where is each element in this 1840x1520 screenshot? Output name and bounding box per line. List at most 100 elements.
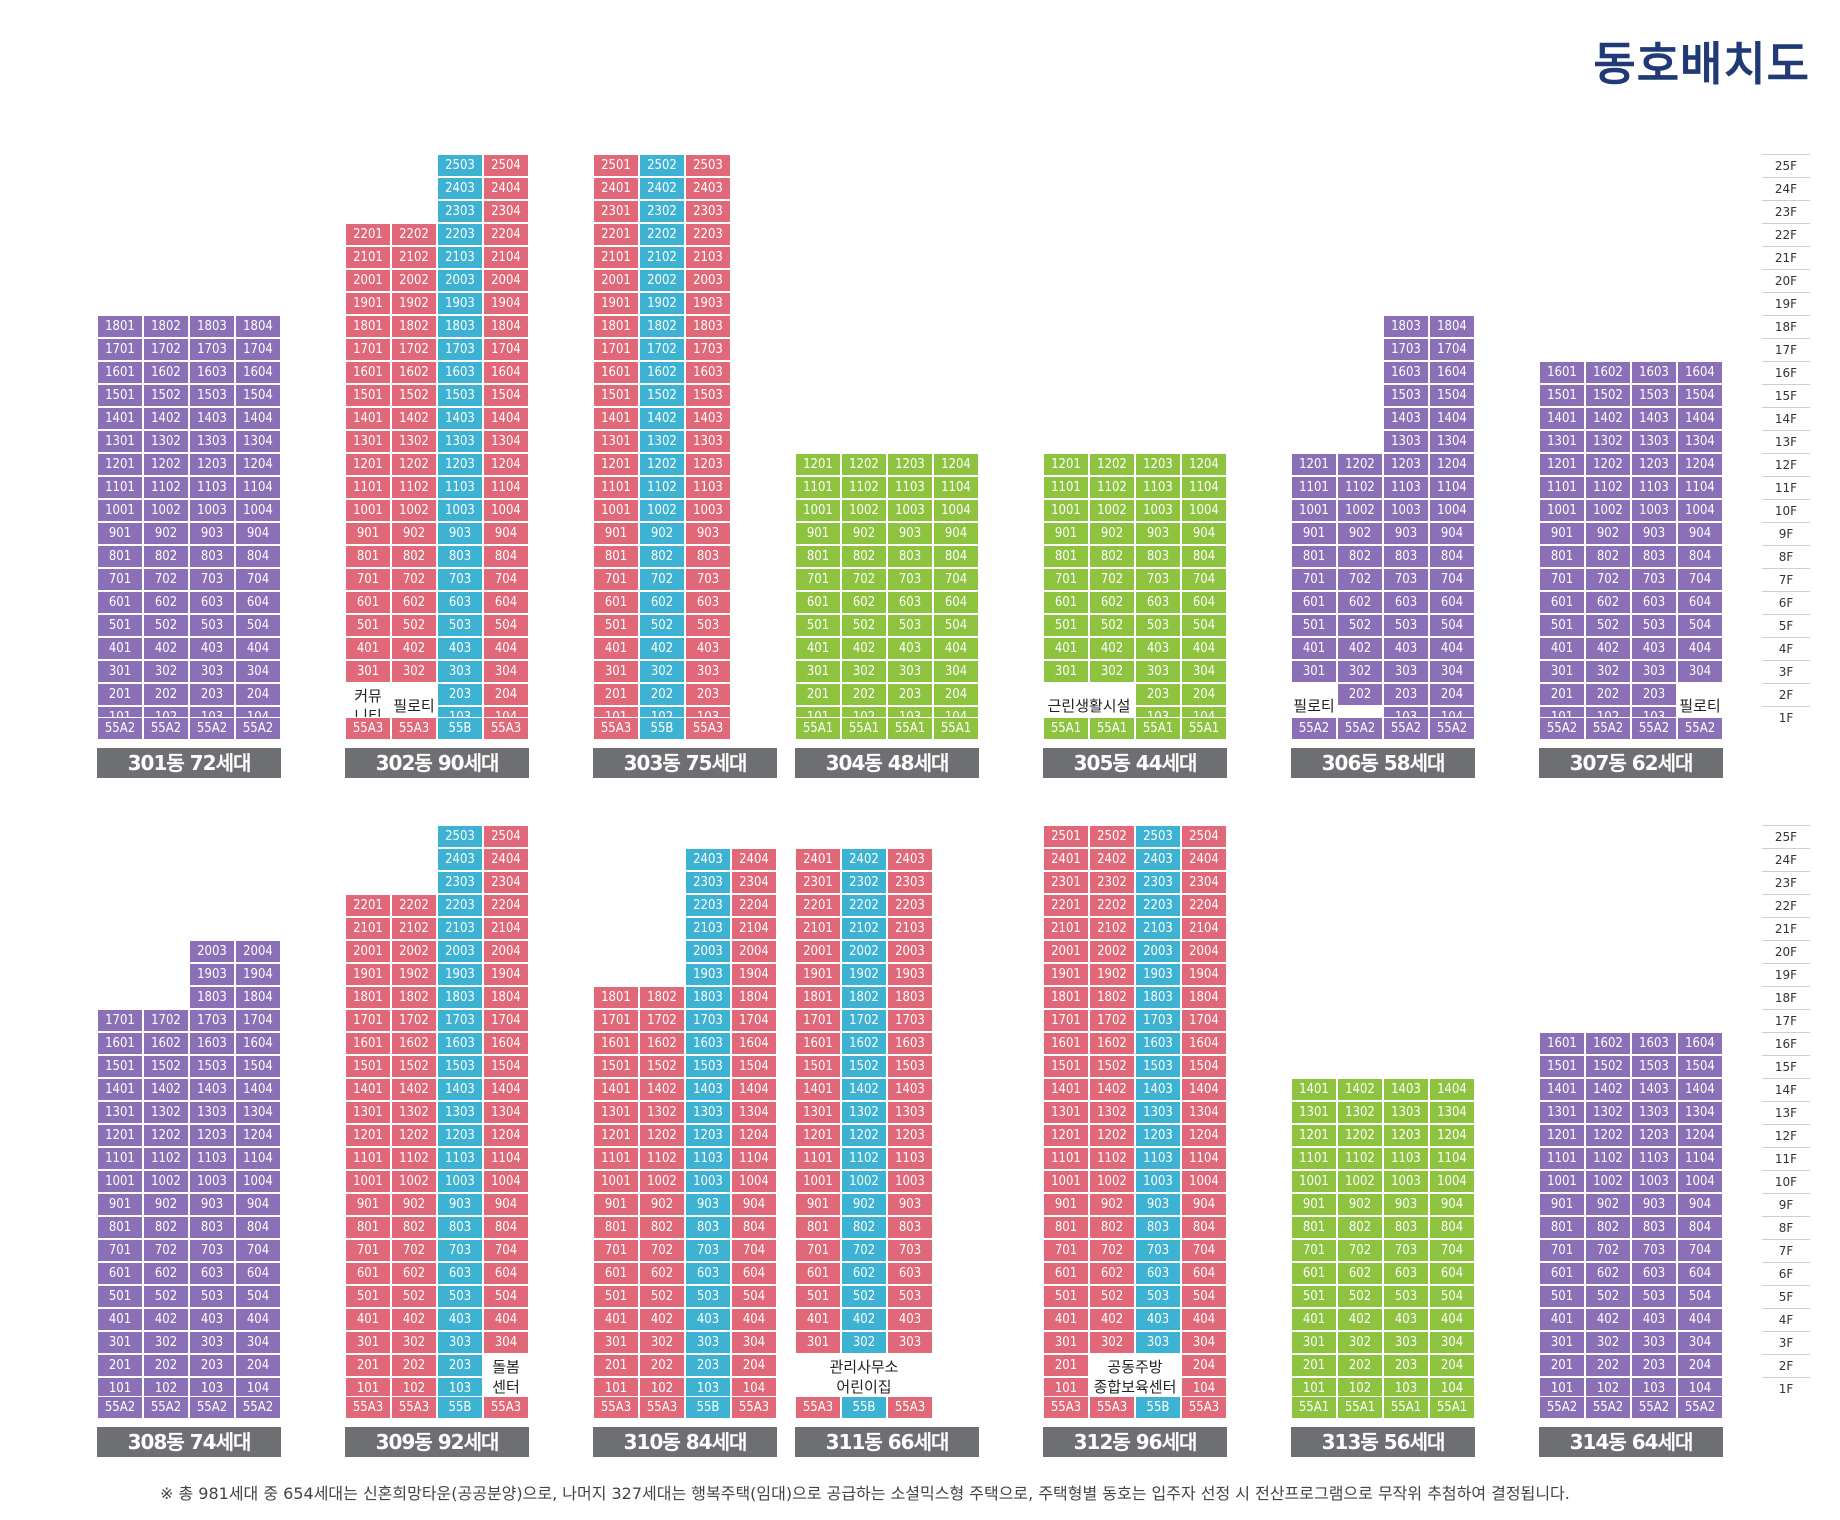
unit-cell: 1003 bbox=[189, 499, 235, 522]
unit-cell: 704 bbox=[1677, 1239, 1723, 1262]
unit-cell: 901 bbox=[593, 522, 639, 545]
unit-cell: 603 bbox=[1135, 1262, 1181, 1285]
unit-cell: 1204 bbox=[483, 453, 529, 476]
unit-cell: 202 bbox=[1337, 1354, 1383, 1377]
unit-cell: 1903 bbox=[189, 963, 235, 986]
unit-cell: 704 bbox=[235, 568, 281, 591]
unit-cell: 2301 bbox=[593, 200, 639, 223]
unit-cell: 1001 bbox=[345, 1170, 391, 1193]
unit-cell: 1201 bbox=[1291, 453, 1337, 476]
unit-cell: 1804 bbox=[235, 986, 281, 1009]
unit-cell: 1402 bbox=[1585, 407, 1631, 430]
unit-type-cell: 55A2 bbox=[1677, 1396, 1723, 1419]
unit-cell: 802 bbox=[639, 1216, 685, 1239]
unit-cell: 2102 bbox=[639, 246, 685, 269]
unit-type-cell: 55A1 bbox=[1383, 1396, 1429, 1419]
unit-cell: 1504 bbox=[1429, 384, 1475, 407]
unit-cell: 1103 bbox=[437, 1147, 483, 1170]
unit-cell: 1704 bbox=[731, 1009, 777, 1032]
unit-cell: 804 bbox=[235, 545, 281, 568]
unit-cell: 701 bbox=[795, 1239, 841, 1262]
unit-cell: 603 bbox=[1631, 591, 1677, 614]
unit-cell: 1201 bbox=[1539, 1124, 1585, 1147]
unit-cell: 903 bbox=[1631, 1193, 1677, 1216]
unit-cell: 303 bbox=[437, 660, 483, 683]
unit-cell: 1502 bbox=[391, 384, 437, 407]
floor-label: 7F bbox=[1762, 568, 1810, 591]
unit-cell: 403 bbox=[1135, 1308, 1181, 1331]
unit-cell: 1802 bbox=[391, 986, 437, 1009]
unit-cell: 1304 bbox=[1181, 1101, 1227, 1124]
unit-cell: 1603 bbox=[189, 361, 235, 384]
unit-cell: 203 bbox=[437, 683, 483, 706]
unit-cell: 1801 bbox=[593, 315, 639, 338]
footnote: ※ 총 981세대 중 654세대는 신혼희망타운(공공분양)으로, 나머지 3… bbox=[160, 1484, 1570, 1503]
unit-cell: 303 bbox=[189, 1331, 235, 1354]
unit-cell: 1301 bbox=[593, 1101, 639, 1124]
unit-cell: 702 bbox=[391, 1239, 437, 1262]
floor-label: 22F bbox=[1762, 223, 1810, 246]
unit-type-cell: 55A2 bbox=[1291, 717, 1337, 740]
unit-cell: 1101 bbox=[795, 1147, 841, 1170]
unit-cell: 1803 bbox=[437, 986, 483, 1009]
unit-cell: 903 bbox=[1135, 1193, 1181, 1216]
unit-cell: 303 bbox=[1631, 660, 1677, 683]
unit-cell: 1404 bbox=[483, 407, 529, 430]
unit-cell: 504 bbox=[1181, 614, 1227, 637]
unit-cell: 2204 bbox=[1181, 894, 1227, 917]
unit-cell: 504 bbox=[235, 614, 281, 637]
floor-label: 16F bbox=[1762, 361, 1810, 384]
unit-cell: 503 bbox=[437, 1285, 483, 1308]
unit-cell: 1201 bbox=[345, 453, 391, 476]
unit-cell: 102 bbox=[639, 1377, 685, 1400]
facility-note: 돌봄 센터 bbox=[492, 1358, 520, 1396]
unit-cell: 1101 bbox=[1539, 1147, 1585, 1170]
unit-cell: 503 bbox=[1135, 1285, 1181, 1308]
unit-cell: 704 bbox=[731, 1239, 777, 1262]
unit-cell: 803 bbox=[1631, 1216, 1677, 1239]
unit-cell: 604 bbox=[1181, 1262, 1227, 1285]
unit-cell: 2404 bbox=[731, 848, 777, 871]
unit-cell: 901 bbox=[593, 1193, 639, 1216]
unit-cell: 603 bbox=[887, 1262, 933, 1285]
unit-cell: 1502 bbox=[1585, 384, 1631, 407]
unit-cell: 1004 bbox=[1429, 499, 1475, 522]
unit-cell: 403 bbox=[189, 637, 235, 660]
unit-cell: 502 bbox=[1089, 1285, 1135, 1308]
unit-cell: 302 bbox=[143, 660, 189, 683]
unit-cell: 2103 bbox=[685, 917, 731, 940]
unit-cell: 301 bbox=[1291, 1331, 1337, 1354]
unit-cell: 203 bbox=[1383, 1354, 1429, 1377]
unit-cell: 1304 bbox=[483, 1101, 529, 1124]
unit-cell: 903 bbox=[437, 522, 483, 545]
unit-type-cell: 55A3 bbox=[639, 1396, 685, 1419]
unit-cell: 204 bbox=[1181, 1354, 1227, 1377]
unit-cell: 701 bbox=[1043, 568, 1089, 591]
unit-cell: 1101 bbox=[1291, 476, 1337, 499]
unit-cell: 2102 bbox=[841, 917, 887, 940]
building-label: 302동 90세대 bbox=[345, 748, 529, 778]
unit-cell: 1304 bbox=[1429, 1101, 1475, 1124]
unit-cell: 1504 bbox=[235, 384, 281, 407]
unit-cell: 802 bbox=[1585, 1216, 1631, 1239]
unit-cell: 2203 bbox=[685, 223, 731, 246]
unit-cell: 1601 bbox=[345, 361, 391, 384]
unit-cell: 1203 bbox=[685, 453, 731, 476]
unit-cell: 701 bbox=[593, 1239, 639, 1262]
unit-cell: 2002 bbox=[391, 269, 437, 292]
unit-cell: 801 bbox=[1043, 1216, 1089, 1239]
unit-cell: 701 bbox=[1539, 1239, 1585, 1262]
unit-cell: 503 bbox=[887, 1285, 933, 1308]
unit-cell: 1804 bbox=[483, 986, 529, 1009]
unit-cell: 1802 bbox=[391, 315, 437, 338]
unit-type-cell: 55A1 bbox=[1135, 717, 1181, 740]
unit-cell: 1904 bbox=[483, 292, 529, 315]
unit-cell: 1403 bbox=[1631, 1078, 1677, 1101]
unit-type-cell: 55A3 bbox=[391, 717, 437, 740]
unit-cell: 1803 bbox=[189, 986, 235, 1009]
unit-cell: 2004 bbox=[731, 940, 777, 963]
unit-type-cell: 55A3 bbox=[483, 717, 529, 740]
unit-cell: 302 bbox=[1337, 1331, 1383, 1354]
unit-cell: 1603 bbox=[1383, 361, 1429, 384]
unit-cell: 903 bbox=[437, 1193, 483, 1216]
